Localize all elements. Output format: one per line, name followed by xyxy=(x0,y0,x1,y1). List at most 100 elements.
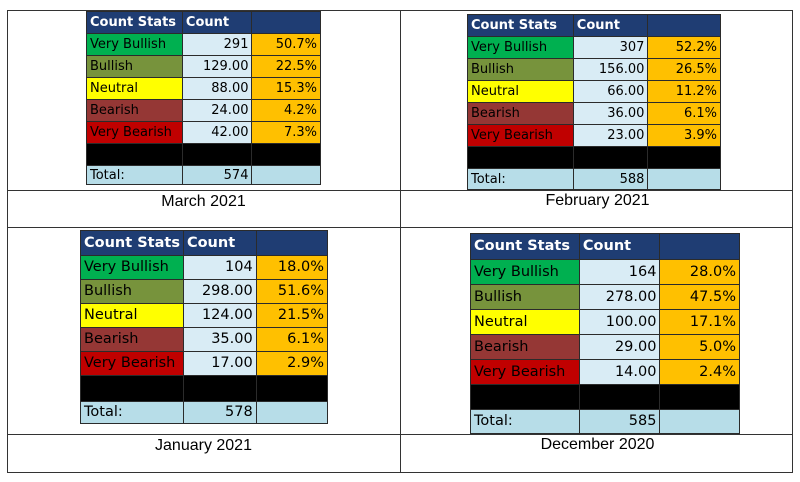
table-row: Bearish 35.00 6.1% xyxy=(80,327,329,352)
table-row: Very Bullish 307 52.2% xyxy=(467,36,721,59)
table-header-row: Count Stats Count xyxy=(467,14,721,37)
row-label: Bullish xyxy=(467,58,574,81)
row-percent: 18.0% xyxy=(255,255,329,280)
row-percent: 22.5% xyxy=(251,55,321,78)
row-label: Neutral xyxy=(470,309,580,335)
header-count: Count xyxy=(182,230,257,256)
row-divider-middle xyxy=(7,227,793,228)
spacer-row xyxy=(80,375,329,402)
row-count: 24.00 xyxy=(181,99,253,122)
row-count: 66.00 xyxy=(572,80,649,103)
row-count: 307 xyxy=(572,36,649,59)
table-row: Very Bearish 42.00 7.3% xyxy=(86,121,321,144)
stats-table-february-2021: Count Stats Count Very Bullish 307 52.2%… xyxy=(467,14,721,190)
row-count: 88.00 xyxy=(181,77,253,100)
caption-january-2021: January 2021 xyxy=(155,437,252,454)
header-count: Count xyxy=(578,233,661,260)
total-count: 578 xyxy=(182,401,257,424)
total-row: Total: 574 xyxy=(86,165,321,185)
row-count: 36.00 xyxy=(572,102,649,125)
stats-table-december-2020: Count Stats Count Very Bullish 164 28.0%… xyxy=(470,233,740,434)
caption-february-2021: February 2021 xyxy=(545,192,650,209)
row-label: Bullish xyxy=(86,55,183,78)
row-percent: 3.9% xyxy=(647,124,721,147)
row-count: 291 xyxy=(181,33,253,56)
row-percent: 4.2% xyxy=(251,99,321,122)
row-count: 23.00 xyxy=(572,124,649,147)
total-label: Total: xyxy=(80,401,184,424)
total-count: 585 xyxy=(578,409,661,434)
table-row: Bullish 129.00 22.5% xyxy=(86,55,321,78)
table-row: Very Bullish 104 18.0% xyxy=(80,255,329,280)
header-percent xyxy=(659,233,740,260)
total-row: Total: 578 xyxy=(80,401,329,424)
row-label: Bearish xyxy=(470,334,580,360)
row-label: Very Bearish xyxy=(467,124,574,147)
row-percent: 2.4% xyxy=(659,359,740,385)
column-divider xyxy=(400,10,401,473)
row-count: 29.00 xyxy=(578,334,661,360)
table-row: Bullish 156.00 26.5% xyxy=(467,58,721,81)
row-label: Very Bearish xyxy=(80,351,184,376)
table-row: Neutral 124.00 21.5% xyxy=(80,303,329,328)
header-percent xyxy=(251,11,321,34)
table-row: Neutral 88.00 15.3% xyxy=(86,77,321,100)
row-percent: 6.1% xyxy=(647,102,721,125)
total-row: Total: 588 xyxy=(467,168,721,190)
row-count: 42.00 xyxy=(181,121,253,144)
row-percent: 2.9% xyxy=(255,351,329,376)
row-percent: 28.0% xyxy=(659,259,740,285)
caption-march-2021: March 2021 xyxy=(161,193,246,210)
spacer-row xyxy=(470,384,740,410)
header-count: Count xyxy=(572,14,649,37)
row-label: Very Bullish xyxy=(80,255,184,280)
row-percent: 47.5% xyxy=(659,284,740,310)
header-percent xyxy=(255,230,329,256)
table-row: Very Bullish 291 50.7% xyxy=(86,33,321,56)
row-label: Bearish xyxy=(86,99,183,122)
header-percent xyxy=(647,14,721,37)
row-label: Very Bullish xyxy=(86,33,183,56)
table-row: Neutral 100.00 17.1% xyxy=(470,309,740,335)
stats-table-march-2021: Count Stats Count Very Bullish 291 50.7%… xyxy=(86,11,321,185)
row-label: Neutral xyxy=(467,80,574,103)
table-row: Very Bearish 14.00 2.4% xyxy=(470,359,740,385)
table-header-row: Count Stats Count xyxy=(86,11,321,34)
row-percent: 21.5% xyxy=(255,303,329,328)
table-row: Bearish 24.00 4.2% xyxy=(86,99,321,122)
table-row: Bearish 36.00 6.1% xyxy=(467,102,721,125)
row-percent: 6.1% xyxy=(255,327,329,352)
total-row: Total: 585 xyxy=(470,409,740,434)
row-percent: 52.2% xyxy=(647,36,721,59)
table-header-row: Count Stats Count xyxy=(80,230,329,256)
spacer-row xyxy=(86,143,321,166)
row-percent: 26.5% xyxy=(647,58,721,81)
table-row: Very Bearish 23.00 3.9% xyxy=(467,124,721,147)
row-count: 298.00 xyxy=(182,279,257,304)
header-count-stats: Count Stats xyxy=(467,14,574,37)
table-row: Bearish 29.00 5.0% xyxy=(470,334,740,360)
header-count: Count xyxy=(181,11,253,34)
total-label: Total: xyxy=(86,165,183,185)
row-count: 35.00 xyxy=(182,327,257,352)
row-percent: 50.7% xyxy=(251,33,321,56)
row-percent: 7.3% xyxy=(251,121,321,144)
row-percent: 15.3% xyxy=(251,77,321,100)
table-row: Very Bullish 164 28.0% xyxy=(470,259,740,285)
header-count-stats: Count Stats xyxy=(80,230,184,256)
row-count: 164 xyxy=(578,259,661,285)
row-label: Bullish xyxy=(470,284,580,310)
row-label: Bullish xyxy=(80,279,184,304)
row-label: Neutral xyxy=(86,77,183,100)
row-count: 129.00 xyxy=(181,55,253,78)
row-percent: 51.6% xyxy=(255,279,329,304)
caption-december-2020: December 2020 xyxy=(540,436,655,453)
row-label: Very Bearish xyxy=(86,121,183,144)
spacer-row xyxy=(467,146,721,169)
header-count-stats: Count Stats xyxy=(86,11,183,34)
header-count-stats: Count Stats xyxy=(470,233,580,260)
table-row: Bullish 298.00 51.6% xyxy=(80,279,329,304)
row-label: Bearish xyxy=(80,327,184,352)
stats-table-january-2021: Count Stats Count Very Bullish 104 18.0%… xyxy=(80,230,329,424)
table-row: Very Bearish 17.00 2.9% xyxy=(80,351,329,376)
